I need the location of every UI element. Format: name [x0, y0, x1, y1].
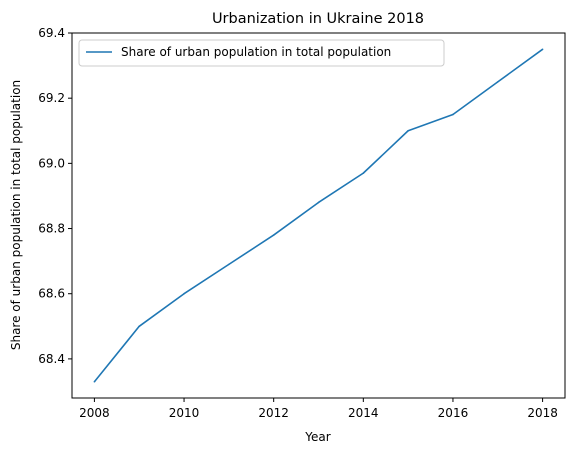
x-tick-label: 2008: [79, 406, 110, 420]
x-tick-label: 2018: [527, 406, 558, 420]
y-tick-label: 69.2: [38, 91, 65, 105]
legend-box: [78, 39, 445, 67]
data-point: [407, 129, 409, 132]
data-point: [93, 380, 96, 383]
data-point: [541, 48, 544, 51]
x-tick-label: 2010: [169, 406, 200, 420]
x-tick-label: 2012: [258, 406, 289, 420]
y-axis: 68.4 68.6 68.8 69.0 69.2 69.4: [38, 26, 72, 366]
y-tick-label: 68.8: [38, 222, 65, 236]
plot-frame: [71, 32, 566, 399]
data-point: [452, 113, 454, 116]
chart-title: Urbanization in Ukraine 2018: [212, 11, 424, 27]
plot-area: 2008 2010 2012 2014 2016 2018 68.4 68.6 68.8 69.…: [38, 26, 566, 420]
y-axis-label: Share of urban population in total popul…: [9, 80, 23, 350]
data-point: [317, 201, 320, 204]
x-axis-label: Year: [304, 430, 330, 444]
data-point: [228, 263, 230, 266]
data-point: [362, 172, 365, 174]
data-point: [272, 234, 275, 236]
series-layer: [93, 48, 544, 383]
x-tick-label: 2014: [348, 406, 379, 420]
y-tick-label: 69.4: [38, 26, 65, 40]
x-axis: 2008 2010 2012 2014 2016 2018: [79, 398, 558, 420]
data-point: [138, 325, 141, 328]
legend-label: Share of urban population in total popul…: [121, 45, 391, 59]
x-tick-label: 2016: [438, 406, 469, 420]
data-point: [183, 292, 185, 295]
y-tick-label: 69.0: [38, 156, 65, 170]
y-tick-label: 68.6: [38, 287, 65, 301]
legend: Share of urban population in total popul…: [78, 39, 445, 67]
data-point: [496, 81, 499, 83]
y-tick-label: 68.4: [38, 352, 65, 366]
